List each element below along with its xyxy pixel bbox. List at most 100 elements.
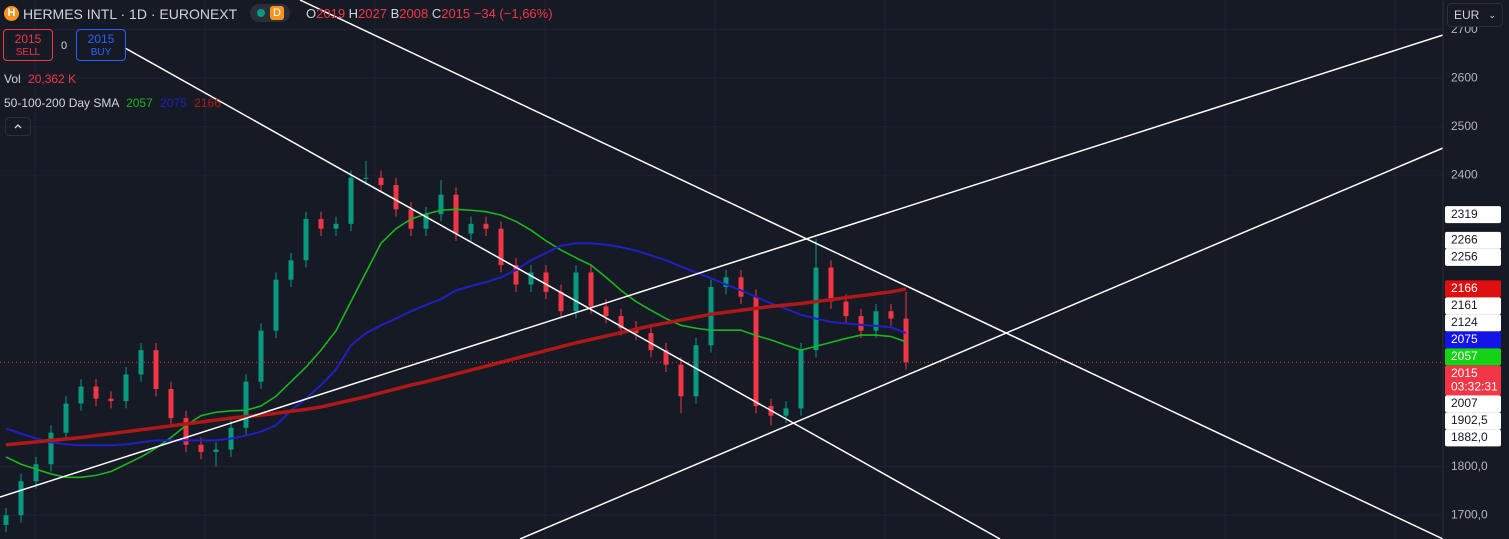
price-label: 2075	[1451, 332, 1478, 346]
candle-body	[828, 267, 834, 302]
candle-body	[453, 194, 459, 234]
candle-body	[3, 515, 9, 525]
ohlc-value: 2015	[441, 6, 471, 21]
candle-body	[273, 279, 279, 331]
candle-body	[648, 333, 654, 351]
buy-label: BUY	[90, 47, 112, 58]
ohlc-value: 2027	[358, 6, 387, 21]
trend-line	[519, 147, 1444, 539]
candle-body	[123, 374, 129, 402]
ohlc-letter: B	[390, 6, 400, 21]
volume-label: Vol	[4, 72, 21, 86]
sma-label: 50-100-200 Day SMA	[4, 96, 119, 110]
status-dot	[257, 9, 265, 17]
collapse-button[interactable]	[5, 117, 31, 136]
ohlc-letter: C	[431, 6, 442, 21]
currency: EUR	[1454, 8, 1480, 22]
candle-body	[723, 277, 729, 287]
candle-body	[288, 260, 294, 280]
candle-body	[303, 218, 309, 261]
grid	[0, 0, 1443, 539]
buy-button[interactable]: 2015 BUY	[76, 29, 126, 61]
candle-body	[513, 265, 519, 285]
ohlc-letter: H	[348, 6, 359, 21]
buy-price: 2015	[87, 32, 115, 46]
price-label: 2256	[1451, 250, 1478, 264]
symbol[interactable]: HERMES INTL · 1D · EURONEXT	[23, 6, 238, 22]
price-label-box	[1445, 280, 1501, 298]
price-label: 2015	[1451, 366, 1478, 380]
sell-label: SELL	[15, 47, 41, 58]
candle-body	[363, 177, 369, 179]
candle-body	[858, 316, 864, 331]
candle-body	[663, 350, 669, 365]
sma-value: 2057	[126, 96, 153, 110]
dropdown-arrow: ⌄	[1488, 10, 1496, 20]
candle-body	[618, 316, 624, 329]
ohlc-value: 2008	[399, 6, 429, 21]
candle-body	[603, 306, 609, 317]
price-axis: 27002600250024001800,01700,0231922662256…	[1445, 22, 1501, 521]
price-label: 2161	[1451, 298, 1478, 312]
candle-body	[888, 311, 894, 319]
candle-body	[483, 223, 489, 229]
status-badge: D	[270, 6, 284, 20]
candle-body	[783, 408, 789, 416]
candle-body	[498, 228, 504, 266]
volume-value: 20,362 K	[28, 72, 77, 86]
spread: 0	[61, 40, 68, 52]
change: −34 (−1,66%)	[473, 6, 553, 21]
y-tick-label: 2500	[1451, 119, 1478, 133]
price-label-box	[1445, 429, 1501, 447]
candle-body	[198, 444, 204, 453]
candle-body	[903, 318, 909, 363]
price-label: 2124	[1451, 315, 1478, 329]
candle-body	[348, 177, 354, 224]
candle-body	[873, 311, 879, 331]
candle-body	[558, 291, 564, 312]
trend-lines	[0, 0, 1444, 539]
chevron	[14, 124, 22, 129]
price-label: 2266	[1451, 233, 1478, 247]
price-label: 2166	[1451, 281, 1478, 295]
symbol-icon: H	[4, 6, 19, 21]
candle-body	[708, 286, 714, 346]
volume-indicator[interactable]: Vol 20,362 K	[4, 71, 76, 87]
y-tick-label: 1800,0	[1451, 459, 1488, 473]
price-label-box	[1445, 348, 1501, 366]
price-label-box	[1445, 314, 1501, 332]
price-label-box	[1445, 231, 1501, 249]
candle-body	[378, 177, 384, 186]
sma-indicator[interactable]: 50-100-200 Day SMA 2057 2075 2166	[4, 95, 221, 111]
sma-line	[5, 287, 907, 447]
candle-body	[93, 386, 99, 399]
price-label: 1882,0	[1451, 430, 1488, 444]
candle-body	[438, 194, 444, 215]
price-label-box	[1445, 365, 1501, 396]
sma-line	[5, 208, 907, 479]
price-label-box	[1445, 248, 1501, 266]
currency-select[interactable]: EUR ⌄	[1447, 3, 1503, 27]
candle-body	[48, 432, 54, 465]
y-tick-label: 1700,0	[1451, 507, 1488, 521]
candle-body	[183, 418, 189, 445]
ohlc-value: 2019	[316, 6, 346, 21]
sell-button[interactable]: 2015 SELL	[3, 29, 53, 61]
candle-body	[258, 330, 264, 382]
price-label: 2319	[1451, 207, 1478, 221]
candle-body	[18, 481, 24, 516]
sell-price: 2015	[14, 32, 42, 46]
sma-value: 2166	[194, 96, 221, 110]
status-pill[interactable]: D	[250, 4, 290, 22]
ohlc-letter: O	[306, 6, 317, 21]
candle-body	[153, 350, 159, 389]
price-label-box	[1445, 206, 1501, 224]
candle-body	[393, 185, 399, 210]
trend-line	[0, 34, 1444, 498]
candle-body	[843, 301, 849, 317]
y-tick-label: 2600	[1451, 70, 1478, 84]
candle-body	[63, 403, 69, 433]
candle-body	[678, 364, 684, 397]
